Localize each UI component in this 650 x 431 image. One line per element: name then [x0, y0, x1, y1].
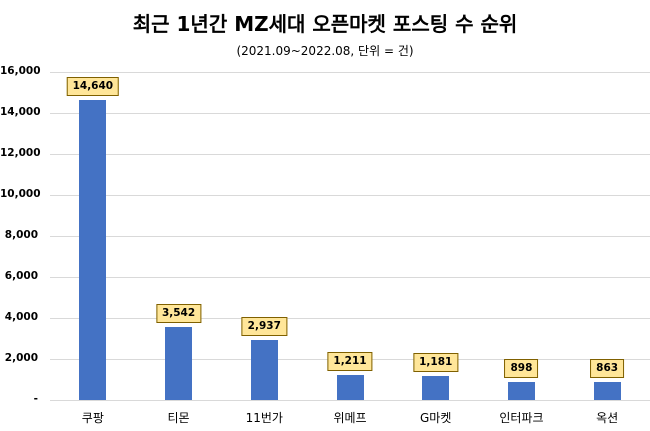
y-tick-label: 8,000 — [4, 229, 38, 241]
data-label: 1,211 — [327, 352, 373, 372]
gridline — [50, 113, 650, 114]
y-tick-label: - — [33, 393, 38, 405]
y-tick-label: 14,000 — [0, 106, 41, 118]
bar — [165, 327, 193, 400]
bar — [422, 375, 450, 400]
x-category-label: 인터파크 — [499, 411, 544, 425]
data-label: 863 — [590, 359, 625, 379]
data-label: 1,181 — [413, 352, 459, 372]
gridline — [50, 236, 650, 237]
gridline — [50, 318, 650, 319]
data-label: 898 — [504, 358, 539, 378]
bar — [593, 382, 621, 400]
y-tick-label: 12,000 — [0, 147, 41, 159]
bar — [250, 339, 278, 400]
y-tick-label: 16,000 — [0, 65, 41, 77]
y-tick-label: 10,000 — [0, 188, 41, 200]
x-category-label: 옥션 — [596, 411, 619, 425]
data-label: 3,542 — [155, 304, 202, 324]
x-category-label: 티몬 — [167, 411, 190, 425]
y-tick-label: 2,000 — [4, 352, 38, 364]
chart-subtitle: (2021.09~2022.08, 단위 = 건) — [236, 44, 414, 58]
bar — [507, 381, 535, 400]
data-label: 14,640 — [66, 76, 120, 96]
y-tick-label: 4,000 — [4, 311, 38, 323]
chart-title: 최근 1년간 MZ세대 오픈마켓 포스팅 수 순위 — [132, 12, 518, 36]
gridline — [50, 154, 650, 155]
bar — [79, 99, 107, 400]
gridline — [50, 400, 650, 401]
x-category-label: G마켓 — [420, 411, 452, 425]
x-category-label: 쿠팡 — [81, 411, 104, 425]
gridline — [50, 277, 650, 278]
data-label: 2,937 — [241, 316, 287, 336]
gridline — [50, 72, 650, 73]
gridline — [50, 195, 650, 196]
y-tick-label: 6,000 — [4, 270, 38, 282]
bar — [336, 375, 364, 400]
x-category-label: 위메프 — [333, 411, 367, 425]
x-category-label: 11번가 — [245, 411, 283, 425]
